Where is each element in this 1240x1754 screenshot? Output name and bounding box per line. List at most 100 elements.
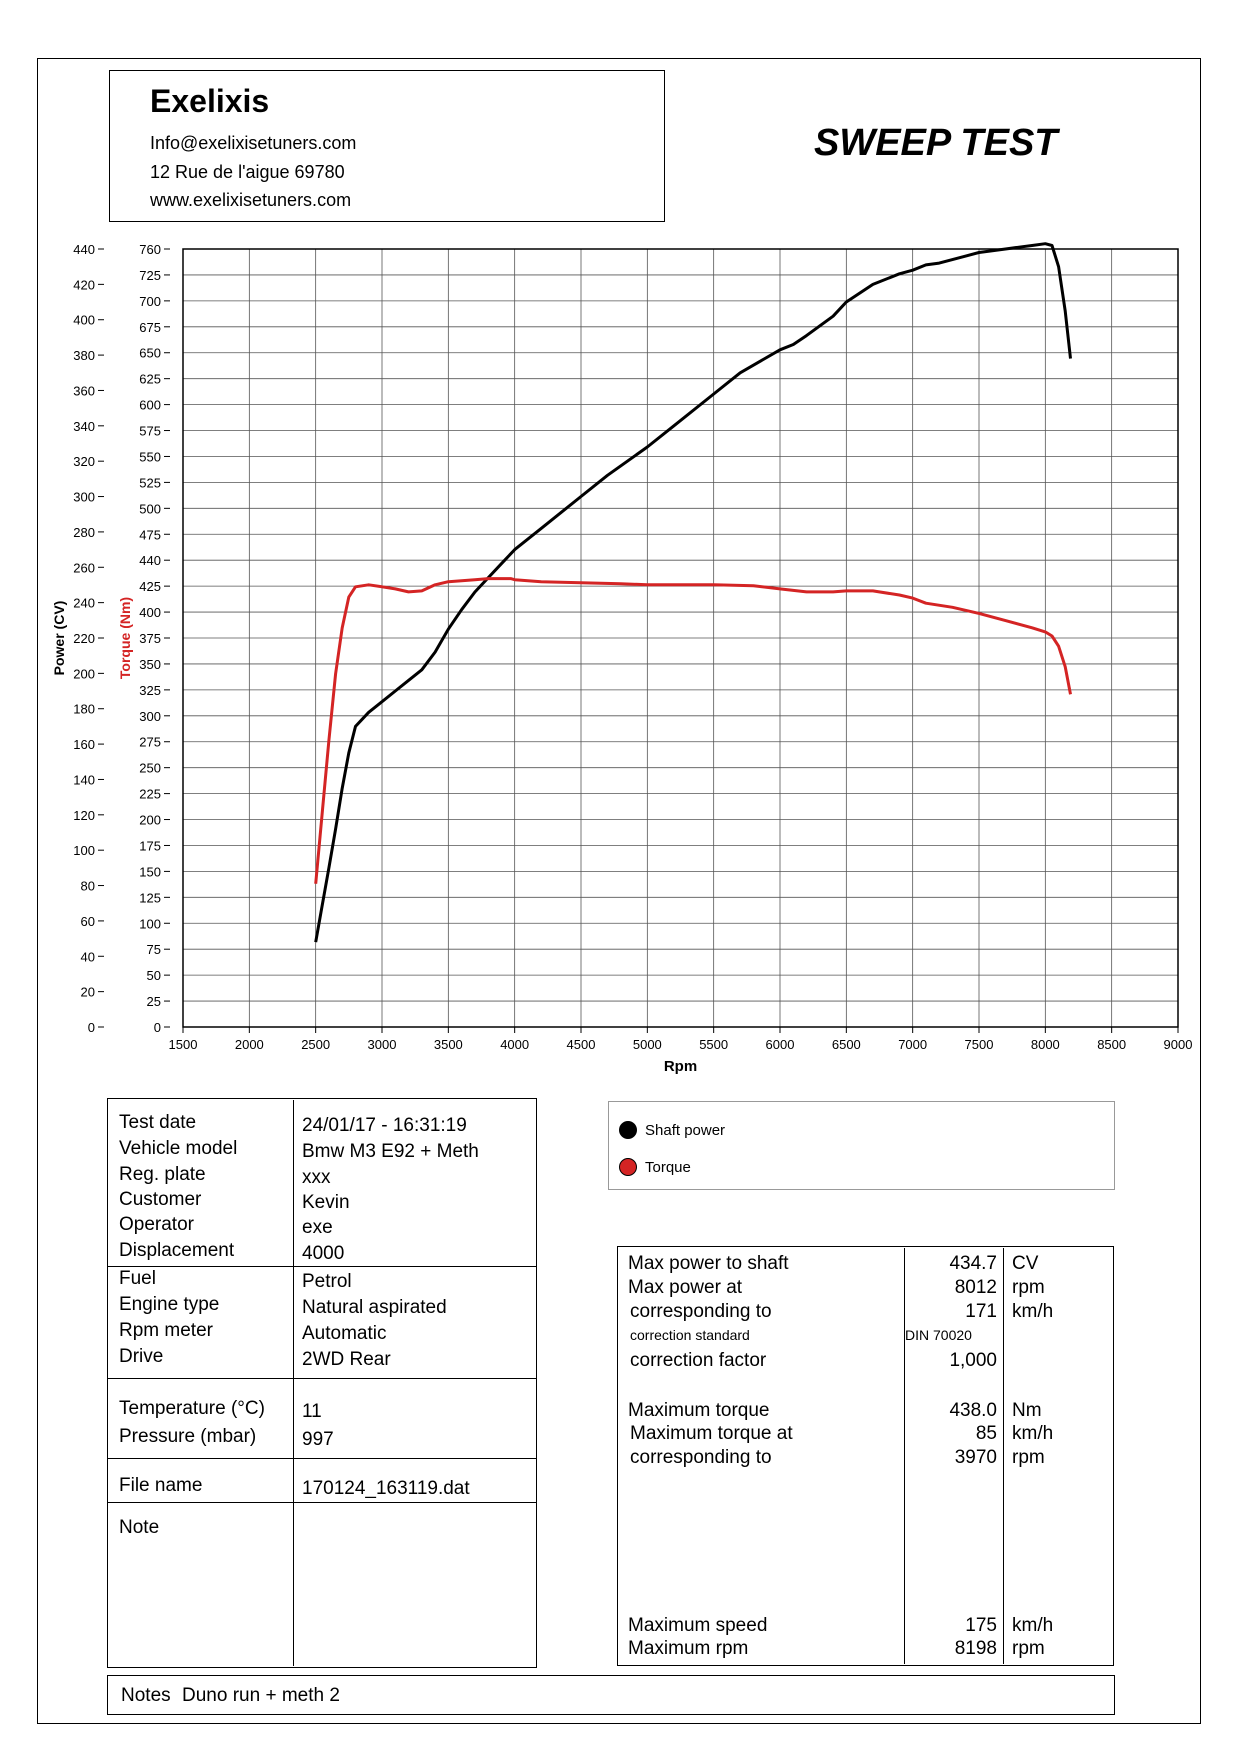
x-tick-label: 6500 [832,1037,861,1052]
result-label: Max power at [628,1277,743,1298]
torque-tick-label: 200 [139,813,161,828]
power-tick-label: 160 [73,737,95,752]
torque-tick-label: 25 [147,994,161,1009]
x-tick-label: 9000 [1164,1037,1193,1052]
result-value: DIN 70020 [905,1327,972,1343]
torque-tick-label: 440 [139,553,161,568]
result-label: Maximum speed [628,1615,768,1636]
result-unit: Nm [1012,1400,1042,1421]
torque-tick-label: 760 [139,242,161,257]
power-axis-ticks: 0 20 40 60 80 100 120 140 160 180 200 220 240 260 280 3… [73,242,104,1035]
result-value: 85 [975,1423,997,1444]
results-table-divider [1003,1248,1004,1664]
result-value: 3970 [954,1447,997,1468]
torque-tick-label: 75 [147,942,161,957]
torque-tick-label: 675 [139,320,161,335]
result-label: Maximum rpm [628,1638,749,1659]
torque-marker-icon [619,1158,637,1176]
legend-torque: Torque [645,1159,691,1176]
result-unit: km/h [1012,1615,1054,1636]
x-axis-ticks: 1500 2000 2500 3000 3500 4000 4500 5000 5500 6000… [169,1027,1193,1052]
torque-tick-label: 700 [139,294,161,309]
info-label: Vehicle model [119,1138,238,1159]
x-tick-label: 2500 [301,1037,330,1052]
torque-tick-label: 725 [139,268,161,283]
info-value: xxx [302,1167,331,1188]
info-label: Note [119,1517,160,1538]
result-value: 438.0 [949,1400,997,1421]
info-table-rule [108,1502,536,1503]
x-tick-label: 2000 [235,1037,264,1052]
torque-tick-label: 500 [139,501,161,516]
power-tick-label: 400 [73,313,95,328]
info-label: Displacement [119,1240,235,1261]
power-tick-label: 280 [73,525,95,540]
torque-tick-label: 100 [139,916,161,931]
company-header: Exelixis Info@exelixisetuners.com 12 Rue… [109,70,665,222]
legend-shaft-power: Shaft power [645,1122,726,1139]
info-value: exe [302,1217,333,1238]
result-label: Max power to shaft [628,1253,789,1274]
torque-tick-label: 50 [147,968,161,983]
x-tick-label: 8500 [1097,1037,1126,1052]
torque-tick-label: 425 [139,579,161,594]
info-value: Petrol [302,1271,352,1292]
x-tick-label: 3000 [368,1037,397,1052]
info-value: 24/01/17 - 16:31:19 [302,1115,467,1136]
result-label: correction factor [630,1350,767,1371]
torque-line [314,577,1072,884]
info-label: Reg. plate [119,1164,206,1185]
result-label: Maximum torque at [630,1423,793,1444]
result-label: corresponding to [630,1301,772,1322]
info-value: Bmw M3 E92 + Meth [302,1141,479,1162]
x-tick-label: 8000 [1031,1037,1060,1052]
x-tick-label: 3500 [434,1037,463,1052]
power-tick-label: 80 [81,879,95,894]
power-tick-label: 260 [73,560,95,575]
test-info-table [107,1098,537,1668]
page-frame [37,58,1201,1724]
torque-tick-label: 625 [139,372,161,387]
power-axis-label: Power (CV) [51,601,67,676]
info-value: Natural aspirated [302,1297,447,1318]
result-unit: rpm [1012,1277,1045,1298]
plot-frame [182,248,1179,1028]
power-tick-label: 320 [73,454,95,469]
report-title: SWEEP TEST [814,122,1058,164]
info-value: 170124_163119.dat [302,1478,470,1499]
power-tick-label: 220 [73,631,95,646]
info-value: 997 [302,1429,334,1450]
chart-legend [608,1101,1115,1190]
torque-tick-label: 525 [139,475,161,490]
dyno-chart: 1500 2000 2500 3000 3500 4000 4500 5000 5500 6000… [51,242,1193,1075]
x-tick-label: 5000 [633,1037,662,1052]
torque-tick-label: 300 [139,709,161,724]
chart-grid [182,248,1179,1028]
result-value: 1,000 [949,1350,997,1371]
notes-label: Notes [121,1685,171,1706]
result-unit: km/h [1012,1301,1054,1322]
power-tick-label: 60 [81,914,95,929]
info-value: Kevin [302,1192,350,1213]
power-tick-label: 300 [73,490,95,505]
torque-axis-label: Torque (Nm) [117,597,133,679]
x-tick-label: 4000 [500,1037,529,1052]
power-tick-label: 240 [73,596,95,611]
torque-tick-label: 350 [139,657,161,672]
torque-tick-label: 600 [139,398,161,413]
company-name: Exelixis [150,83,270,119]
power-tick-label: 140 [73,772,95,787]
company-address: 12 Rue de l'aigue 69780 [150,162,345,182]
info-label: File name [119,1475,203,1496]
result-value: 8198 [954,1638,997,1659]
x-tick-label: 6000 [766,1037,795,1052]
power-tick-label: 20 [81,985,95,1000]
power-tick-label: 0 [88,1020,95,1035]
torque-axis-ticks: 0 25 50 75 100 125 150 175 200 225 250 275 300 325 350… [139,242,170,1035]
x-axis-label: Rpm [664,1058,697,1075]
result-label: corresponding to [630,1447,772,1468]
torque-tick-label: 150 [139,864,161,879]
torque-tick-label: 325 [139,683,161,698]
x-tick-label: 7000 [898,1037,927,1052]
info-label: Pressure (mbar) [119,1426,257,1447]
